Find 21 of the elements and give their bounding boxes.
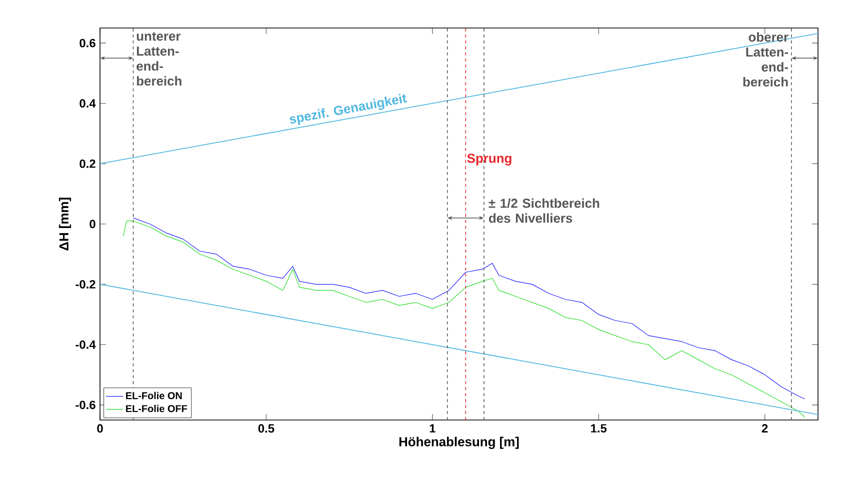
annotation: unterer Latten- end- bereich bbox=[136, 32, 182, 86]
y-tick-label: -0.2 bbox=[76, 280, 96, 289]
y-tick-label: 0.4 bbox=[80, 99, 96, 108]
legend-label: EL-Folie OFF bbox=[126, 404, 188, 412]
y-tick-label: -0.4 bbox=[76, 340, 96, 349]
x-axis-title: Höhenablesung [m] bbox=[399, 436, 519, 449]
x-tick-label: 0 bbox=[97, 424, 103, 433]
y-tick-label: 0.2 bbox=[80, 159, 96, 168]
x-tick-label: 1 bbox=[430, 424, 436, 432]
x-tick-label: 0.5 bbox=[258, 424, 274, 433]
y-tick-label: 0 bbox=[90, 220, 96, 228]
legend-label: EL-Folie ON bbox=[126, 392, 182, 400]
annotation: spezif. Genauigkeit bbox=[290, 94, 408, 126]
y-axis-title: ΔH [mm] bbox=[58, 198, 72, 250]
annotation: oberer Latten- end- bereich bbox=[743, 32, 788, 87]
x-tick-label: 1.5 bbox=[591, 424, 607, 433]
ref-line-label: Sprung bbox=[467, 154, 512, 166]
x-tick-label: 2 bbox=[762, 424, 768, 433]
y-tick-label: 0.6 bbox=[80, 38, 96, 48]
y-tick-label: -0.6 bbox=[76, 400, 96, 410]
annotation: ± 1/2 Sichtbereich des Nivelliers bbox=[488, 198, 600, 223]
